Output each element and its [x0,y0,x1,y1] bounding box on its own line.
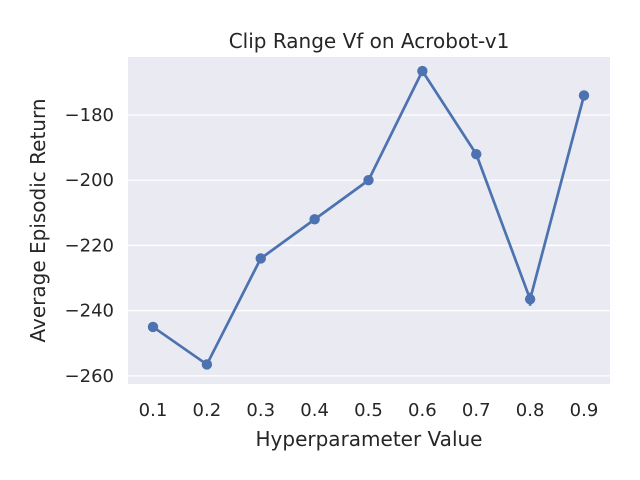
x-tick-label: 0.9 [570,400,599,421]
x-tick-label: 0.5 [354,400,383,421]
data-point [524,294,536,305]
chart-title: Clip Range Vf on Acrobot-v1 [229,29,510,53]
grid-lines [128,114,610,377]
data-point [363,175,374,186]
y-tick-label: −200 [65,170,114,191]
data-point [309,214,320,225]
x-tick-label: 0.6 [408,400,437,421]
y-tick-label: −220 [65,235,114,256]
data-point [201,359,213,370]
x-tick-label: 0.1 [139,400,168,421]
x-tick-label: 0.4 [300,400,329,421]
x-tick-label: 0.2 [193,400,222,421]
data-point [147,321,159,333]
y-tick-label: −260 [65,366,114,387]
data-point [578,90,590,101]
y-axis-label: Average Episodic Return [26,98,50,342]
series-group [147,65,590,370]
data-point [471,148,482,160]
data-point [255,253,266,264]
x-axis-label: Hyperparameter Value [256,427,483,451]
x-tick-label: 0.3 [246,400,275,421]
plot-area [128,57,610,384]
data-point [417,65,428,77]
x-tick-labels: 0.1 0.2 0.3 0.4 0.5 0.6 0.7 0.8 0.9 [139,400,599,421]
x-tick-label: 0.7 [462,400,491,421]
x-tick-label: 0.8 [516,400,545,421]
y-tick-labels: −260 −240 −220 −200 −180 [65,105,114,387]
y-tick-label: −180 [65,105,114,126]
y-tick-label: −240 [65,301,114,322]
